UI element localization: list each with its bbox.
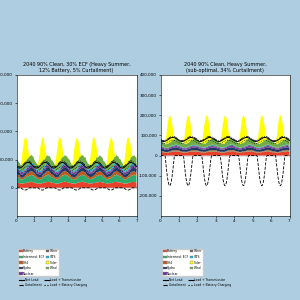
Title: 2040 90% Clean, 30% ECF (Heavy Summer,
12% Battery, 5% Curtailment): 2040 90% Clean, 30% ECF (Heavy Summer, 1…: [22, 62, 130, 73]
Legend: Net Load, Curtailment, Load + Transmission, Load + Battery Charging: Net Load, Curtailment, Load + Transmissi…: [18, 277, 88, 288]
Legend: Net Load, Curtailment, Load + Transmission, Load + Battery Charging: Net Load, Curtailment, Load + Transmissi…: [162, 277, 232, 288]
Title: 2040 90% Clean, Heavy Summer,
(sub-optimal, 34% Curtailment): 2040 90% Clean, Heavy Summer, (sub-optim…: [184, 62, 266, 73]
